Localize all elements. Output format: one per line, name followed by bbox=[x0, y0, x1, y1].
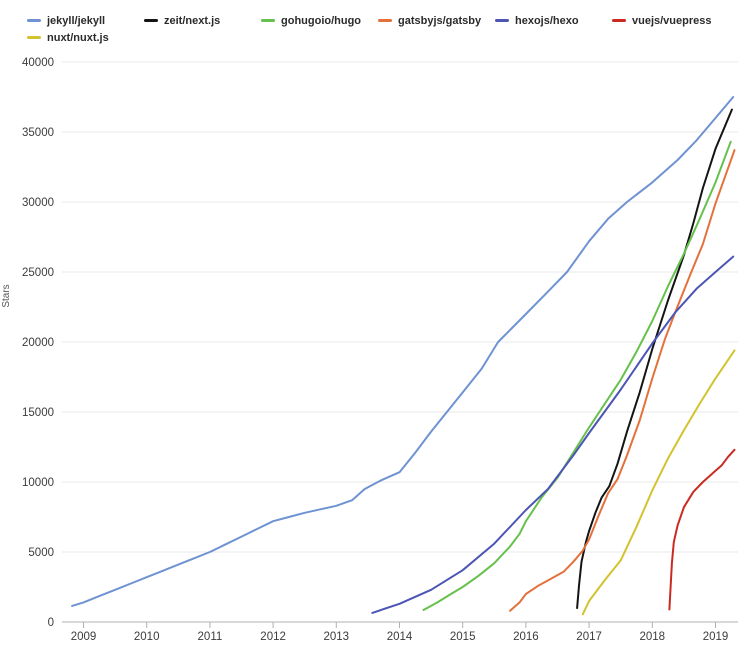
legend-item-hexojs-hexo: hexojs/hexo bbox=[495, 13, 612, 28]
x-tick-label: 2009 bbox=[71, 631, 97, 643]
y-tick-label: 0 bbox=[48, 617, 54, 629]
line-jekyll-jekyll bbox=[71, 96, 735, 607]
x-tick-label: 2017 bbox=[576, 631, 602, 643]
x-tick-label: 2016 bbox=[513, 631, 539, 643]
line-nuxt-nuxt-js bbox=[581, 349, 736, 616]
legend-label: zeit/next.js bbox=[164, 14, 221, 27]
x-tick-label: 2015 bbox=[450, 631, 476, 643]
legend-swatch-icon bbox=[261, 19, 275, 22]
y-tick-label: 15000 bbox=[22, 407, 54, 419]
legend-label: vuejs/vuepress bbox=[632, 14, 712, 27]
x-tick-label: 2019 bbox=[703, 631, 729, 643]
y-tick-label: 10000 bbox=[22, 477, 54, 489]
x-tick-label: 2014 bbox=[387, 631, 413, 643]
legend-swatch-icon bbox=[612, 19, 626, 22]
legend-item-gatsbyjs-gatsby: gatsbyjs/gatsby bbox=[378, 13, 495, 28]
legend-item-nuxt-nuxt-js: nuxt/nuxt.js bbox=[27, 30, 144, 45]
legend-item-vuejs-vuepress: vuejs/vuepress bbox=[612, 13, 729, 28]
line-gohugoio-hugo bbox=[422, 140, 732, 611]
legend-swatch-icon bbox=[495, 19, 509, 22]
legend-swatch-icon bbox=[144, 19, 158, 22]
x-tick-label: 2011 bbox=[198, 631, 223, 643]
line-gatsbyjs-gatsby bbox=[509, 149, 736, 612]
chart-legend: jekyll/jekyll zeit/next.js gohugoio/hugo ga… bbox=[0, 13, 738, 45]
x-tick-label: 2012 bbox=[260, 631, 286, 643]
legend-swatch-icon bbox=[378, 19, 392, 22]
line-hexojs-hexo bbox=[371, 255, 735, 614]
line-vuejs-vuepress bbox=[668, 448, 736, 611]
x-tick-label: 2013 bbox=[324, 631, 350, 643]
y-tick-label: 25000 bbox=[22, 267, 54, 279]
legend-label: hexojs/hexo bbox=[515, 14, 579, 27]
y-tick-label: 35000 bbox=[22, 127, 54, 139]
y-axis-title: Stars bbox=[1, 284, 12, 307]
legend-label: nuxt/nuxt.js bbox=[47, 31, 109, 44]
legend-label: gatsbyjs/gatsby bbox=[398, 14, 482, 27]
x-tick-label: 2010 bbox=[134, 631, 160, 643]
x-tick-label: 2018 bbox=[640, 631, 666, 643]
legend-item-jekyll-jekyll: jekyll/jekyll bbox=[27, 13, 144, 28]
y-tick-label: 20000 bbox=[22, 337, 54, 349]
legend-swatch-icon bbox=[27, 19, 41, 22]
y-tick-label: 40000 bbox=[22, 57, 54, 69]
legend-label: jekyll/jekyll bbox=[47, 14, 106, 27]
y-tick-label: 5000 bbox=[28, 547, 54, 559]
legend-item-zeit-next-js: zeit/next.js bbox=[144, 13, 261, 28]
legend-item-gohugoio-hugo: gohugoio/hugo bbox=[261, 13, 378, 28]
line-zeit-next-js bbox=[576, 108, 733, 609]
legend-label: gohugoio/hugo bbox=[281, 14, 362, 27]
legend-swatch-icon bbox=[27, 36, 41, 39]
y-tick-label: 30000 bbox=[22, 197, 54, 209]
